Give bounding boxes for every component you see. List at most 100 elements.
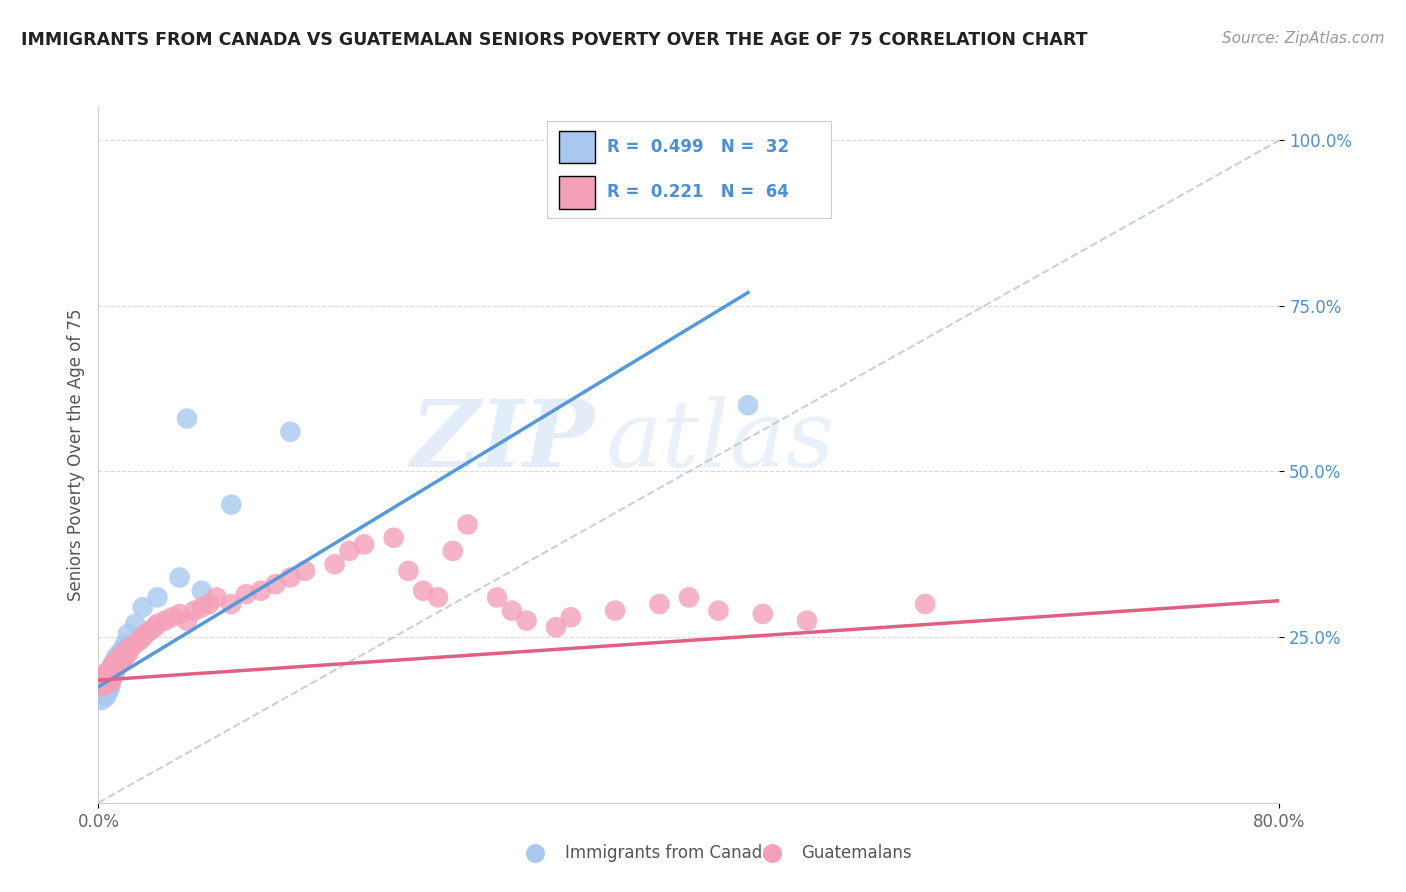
Point [111,653,134,667]
Point [441,544,464,558]
Point [153,614,176,628]
Point [139,624,162,638]
Point [114,650,136,665]
Point [486,591,509,605]
Point [169,607,191,621]
Point [560,610,582,624]
Point [94,680,117,694]
Text: IMMIGRANTS FROM CANADA VS GUATEMALAN SENIORS POVERTY OVER THE AGE OF 75 CORRELAT: IMMIGRANTS FROM CANADA VS GUATEMALAN SEN… [21,31,1088,49]
Point [176,614,198,628]
Y-axis label: Seniors Poverty Over the Age of 75: Seniors Poverty Over the Age of 75 [66,309,84,601]
Point [114,637,136,651]
Point [323,558,346,572]
Point [128,633,150,648]
Point [97,683,120,698]
Point [412,583,434,598]
Point [198,597,221,611]
Text: Guatemalans: Guatemalans [801,844,911,862]
Point [605,604,627,618]
Point [183,604,205,618]
Point [280,425,302,439]
Point [93,676,115,690]
Point [143,620,166,634]
Point [100,673,122,688]
Point [737,398,759,412]
Point [120,640,142,654]
Text: ZIP: ZIP [411,396,595,486]
Point [115,643,138,657]
Point [96,673,118,688]
Point [94,690,117,704]
Point [105,660,128,674]
Point [110,650,132,665]
Point [132,630,155,644]
Point [457,517,479,532]
Point [146,591,169,605]
Point [103,657,125,671]
Point [112,647,135,661]
Point [98,680,121,694]
Point [117,647,139,661]
Point [169,570,191,584]
Point [103,666,125,681]
Point [250,583,273,598]
Point [97,670,120,684]
Point [191,600,214,615]
Point [382,531,405,545]
Point [104,663,127,677]
Point [97,676,120,690]
Point [91,686,114,700]
Point [146,616,169,631]
Point [93,676,115,690]
Point [634,843,657,857]
Point [191,583,214,598]
Point [752,607,775,621]
Point [96,686,118,700]
Point [162,610,183,624]
Point [90,680,112,694]
Point [132,600,155,615]
Point [398,564,420,578]
Point [117,627,139,641]
Point [100,673,122,688]
Point [97,663,120,677]
Point [221,597,243,611]
Point [103,657,125,671]
Point [516,614,538,628]
Point [929,843,952,857]
Point [294,564,316,578]
Point [235,587,257,601]
Point [796,614,818,628]
Point [501,604,523,618]
Point [98,666,121,681]
Point [264,577,287,591]
Point [93,683,115,698]
Point [104,666,127,681]
Point [427,591,450,605]
Point [914,597,936,611]
Point [124,637,146,651]
Point [221,498,243,512]
Point [648,597,671,611]
Point [124,616,146,631]
Point [108,657,131,671]
Point [98,663,121,677]
Point [205,591,228,605]
Point [678,591,700,605]
Point [634,173,657,187]
Point [108,647,131,661]
Point [107,653,129,667]
Point [107,653,129,667]
Point [176,411,198,425]
Text: atlas: atlas [606,396,835,486]
Point [90,693,112,707]
Point [111,643,134,657]
Point [353,537,375,551]
Text: Immigrants from Canada: Immigrants from Canada [565,844,772,862]
Point [135,627,157,641]
Point [96,673,118,688]
Point [105,650,128,665]
Point [91,670,114,684]
Point [280,570,302,584]
Text: Source: ZipAtlas.com: Source: ZipAtlas.com [1222,31,1385,46]
